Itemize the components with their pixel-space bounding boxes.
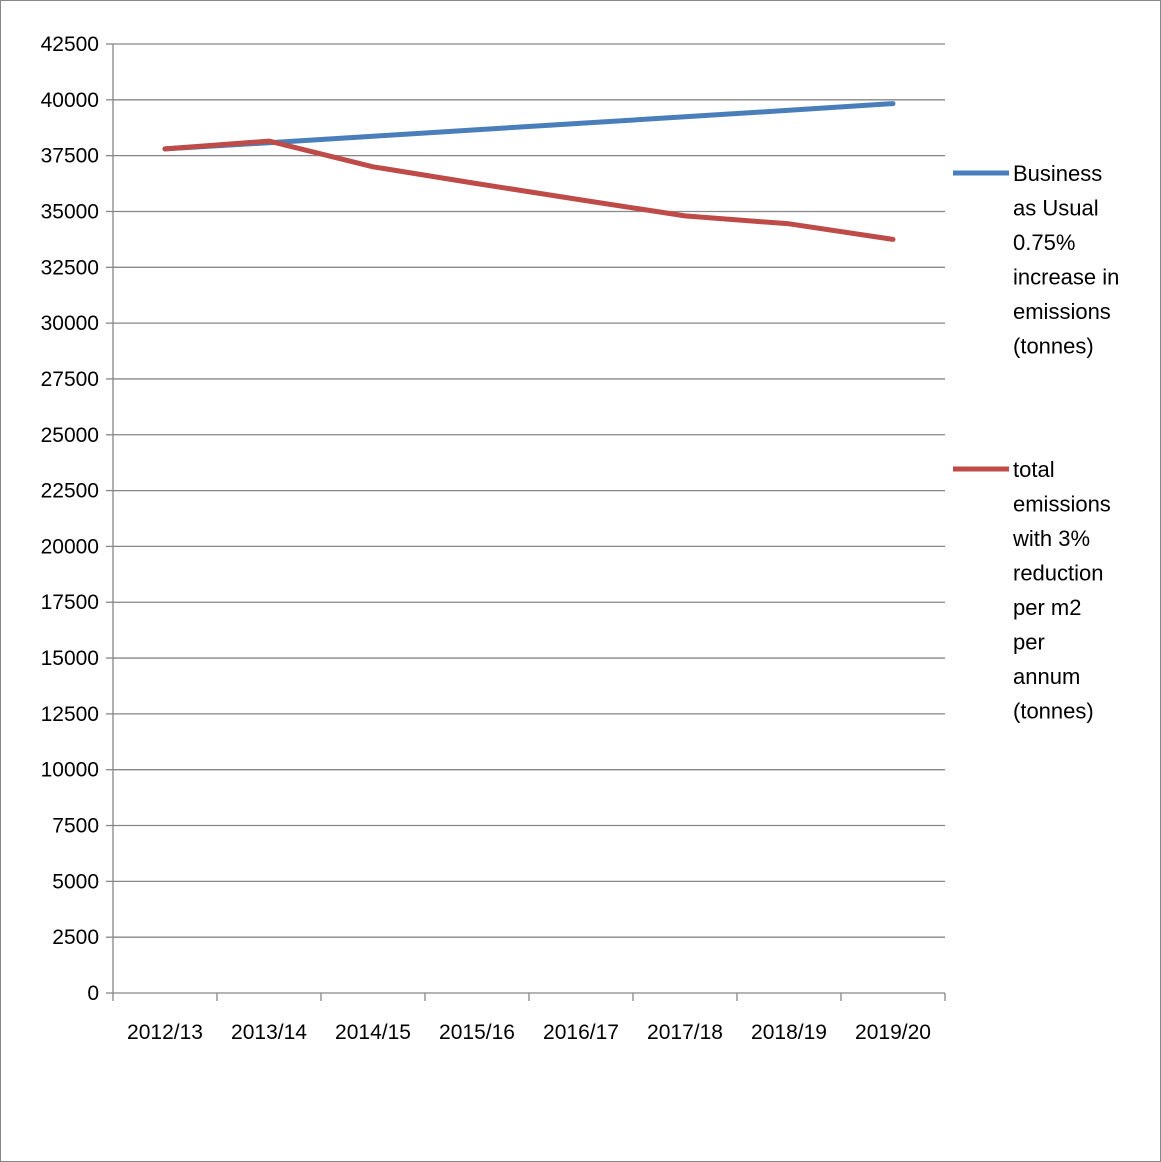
- legend-label-2: total emissions with 3% reduction per m2 per a…: [1012, 457, 1111, 724]
- y-tick-label: 25000: [41, 424, 99, 447]
- y-tick-label: 37500: [41, 145, 99, 168]
- series-line-1: [162, 101, 896, 152]
- y-tick-label: 22500: [41, 480, 99, 503]
- y-tick-label: 32500: [41, 256, 99, 279]
- x-tick-label: 2018/19: [751, 1021, 827, 1044]
- y-tick-label: 27500: [41, 368, 99, 391]
- legend-label-1: Business as Usual 0.75% increase in emission…: [1013, 161, 1119, 359]
- x-tick-label: 2012/13: [127, 1021, 203, 1044]
- y-tick-label: 0: [87, 982, 99, 1005]
- x-tick-label: 2013/14: [231, 1021, 307, 1044]
- x-tick-label: 2014/15: [335, 1021, 411, 1044]
- y-tick-label: 35000: [41, 200, 99, 223]
- series-line-2: [162, 138, 896, 242]
- y-tick-label: 20000: [41, 535, 99, 558]
- x-tick-label: 2015/16: [439, 1021, 515, 1044]
- x-tick-label: 2019/20: [855, 1021, 931, 1044]
- y-tick-label: 40000: [41, 89, 99, 112]
- y-tick-label: 5000: [52, 870, 99, 893]
- y-tick-label: 30000: [41, 312, 99, 335]
- y-tick-label: 10000: [41, 759, 99, 782]
- x-tick-label: 2017/18: [647, 1021, 723, 1044]
- y-tick-label: 17500: [41, 591, 99, 614]
- y-tick-label: 7500: [52, 815, 99, 838]
- x-tick-label: 2016/17: [543, 1021, 619, 1044]
- y-tick-label: 12500: [41, 703, 99, 726]
- y-tick-label: 42500: [41, 33, 99, 56]
- y-tick-label: 2500: [52, 926, 99, 949]
- y-tick-label: 15000: [41, 647, 99, 670]
